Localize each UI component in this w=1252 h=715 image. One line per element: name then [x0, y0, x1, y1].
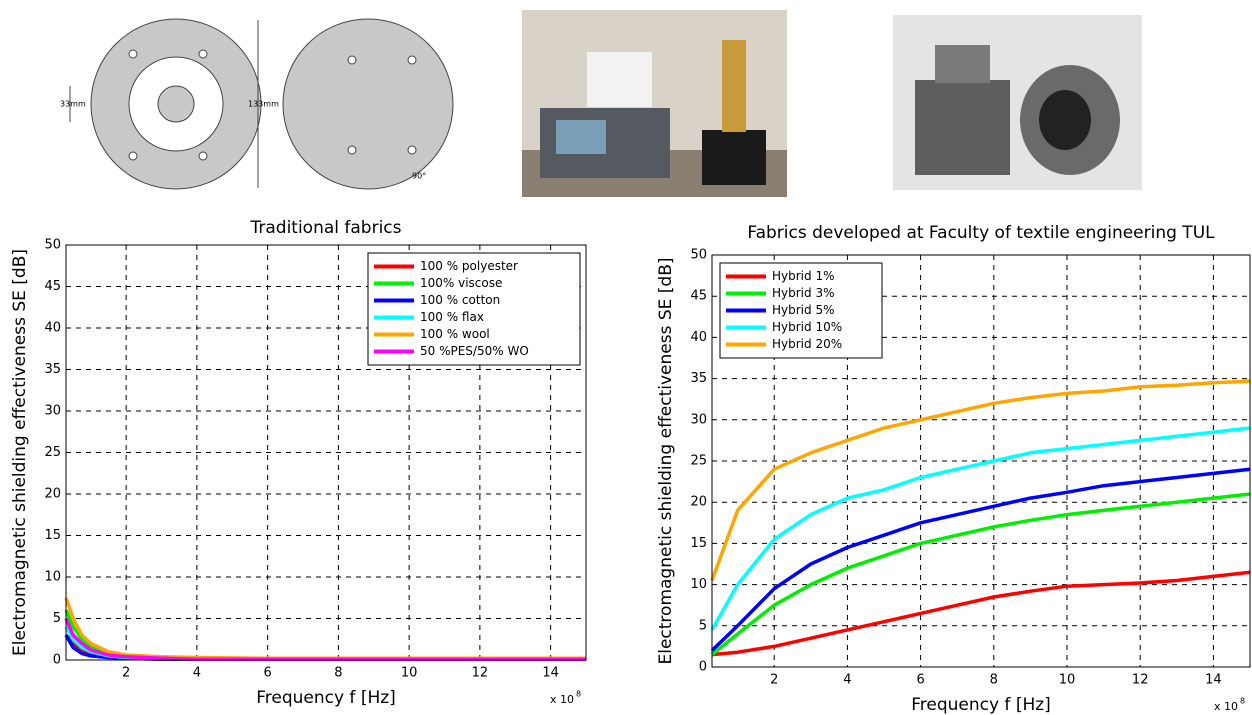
- y-tick-label: 5: [699, 618, 707, 633]
- hole: [408, 56, 416, 64]
- angle-label: 90°: [412, 172, 426, 181]
- y-tick-label: 15: [44, 528, 61, 543]
- y-tick-label: 5: [53, 611, 61, 626]
- x-tick-label: 12: [1132, 673, 1149, 688]
- hole: [348, 56, 356, 64]
- hole: [199, 50, 207, 58]
- y-tick-label: 10: [690, 577, 707, 592]
- cylinder-top: [935, 45, 990, 83]
- x-tick-label: 2: [122, 666, 130, 681]
- x-multiplier-base: x 10: [1214, 700, 1238, 713]
- y-tick-label: 45: [690, 289, 707, 304]
- y-tick-label: 30: [44, 404, 61, 419]
- x-tick-label: 10: [401, 666, 418, 681]
- flange-diagram: 33mm 133mm 90°: [60, 19, 453, 189]
- legend-label: Hybrid 10%: [772, 320, 842, 334]
- hole: [408, 146, 416, 154]
- x-axis-label: Frequency f [Hz]: [256, 688, 396, 708]
- y-tick-label: 50: [44, 238, 61, 253]
- dimension-label: 33mm: [60, 100, 86, 109]
- x-multiplier: x 10: [550, 693, 574, 706]
- y-axis-label: Electromagnetic shielding effectiveness …: [656, 257, 676, 664]
- y-tick-label: 0: [699, 660, 707, 675]
- cylinder: [915, 80, 1010, 175]
- x-tick-label: 12: [472, 666, 489, 681]
- x-tick-label: 6: [263, 666, 271, 681]
- x-tick-label: 14: [1205, 673, 1222, 688]
- hole: [129, 152, 137, 160]
- legend-label: Hybrid 3%: [772, 286, 834, 300]
- x-tick-label: 8: [990, 673, 998, 688]
- x-tick-label: 4: [193, 666, 201, 681]
- y-tick-label: 0: [53, 653, 61, 668]
- photo-lab: [522, 10, 787, 197]
- center: [158, 86, 194, 122]
- chart-title: Traditional fabrics: [249, 218, 401, 238]
- y-tick-label: 40: [44, 321, 61, 336]
- y-tick-label: 25: [44, 445, 61, 460]
- disc: [283, 19, 453, 189]
- hole: [348, 146, 356, 154]
- legend-label: 100 % wool: [420, 327, 490, 341]
- legend-label: 100 % polyester: [420, 259, 518, 273]
- y-tick-label: 50: [690, 248, 707, 263]
- x-multiplier-base: x 10: [550, 693, 574, 706]
- cell: [722, 40, 746, 132]
- x-axis-label: Frequency f [Hz]: [911, 695, 1051, 715]
- hole: [199, 152, 207, 160]
- y-tick-label: 35: [690, 371, 707, 386]
- stand: [702, 130, 766, 185]
- x-tick-label: 2: [770, 673, 778, 688]
- y-tick-label: 25: [690, 454, 707, 469]
- x-multiplier-exponent: 8: [1240, 697, 1245, 706]
- x-tick-label: 8: [334, 666, 342, 681]
- legend-label: 100 % cotton: [420, 293, 500, 307]
- y-tick-label: 15: [690, 536, 707, 551]
- x-tick-label: 6: [916, 673, 924, 688]
- x-multiplier-exponent: 8: [576, 690, 581, 699]
- chart-title: Fabrics developed at Faculty of textile …: [747, 223, 1215, 243]
- x-tick-label: 10: [1059, 673, 1076, 688]
- y-tick-label: 35: [44, 362, 61, 377]
- paper: [587, 52, 652, 107]
- figure: 33mm 133mm 90° 2468101214051015202530354…: [0, 0, 1252, 715]
- legend-label: 100% viscose: [420, 276, 502, 290]
- legend-label: Hybrid 20%: [772, 337, 842, 351]
- screen: [556, 120, 606, 154]
- legend-label: Hybrid 1%: [772, 269, 834, 283]
- dimension-label: 133mm: [248, 100, 279, 109]
- x-tick-label: 14: [542, 666, 559, 681]
- y-tick-label: 10: [44, 570, 61, 585]
- legend-label: 100 % flax: [420, 310, 484, 324]
- y-tick-label: 20: [44, 487, 61, 502]
- hole: [129, 50, 137, 58]
- legend-label: 50 %PES/50% WO: [420, 344, 529, 358]
- photo-cell: [893, 15, 1142, 190]
- y-tick-label: 40: [690, 330, 707, 345]
- bore: [1039, 90, 1091, 150]
- y-tick-label: 30: [690, 412, 707, 427]
- y-tick-label: 45: [44, 279, 61, 294]
- legend-label: Hybrid 5%: [772, 303, 834, 317]
- x-multiplier: x 10: [1214, 700, 1238, 713]
- y-tick-label: 20: [690, 495, 707, 510]
- x-tick-label: 4: [843, 673, 851, 688]
- y-axis-label: Electromagnetic shielding effectiveness …: [10, 249, 30, 656]
